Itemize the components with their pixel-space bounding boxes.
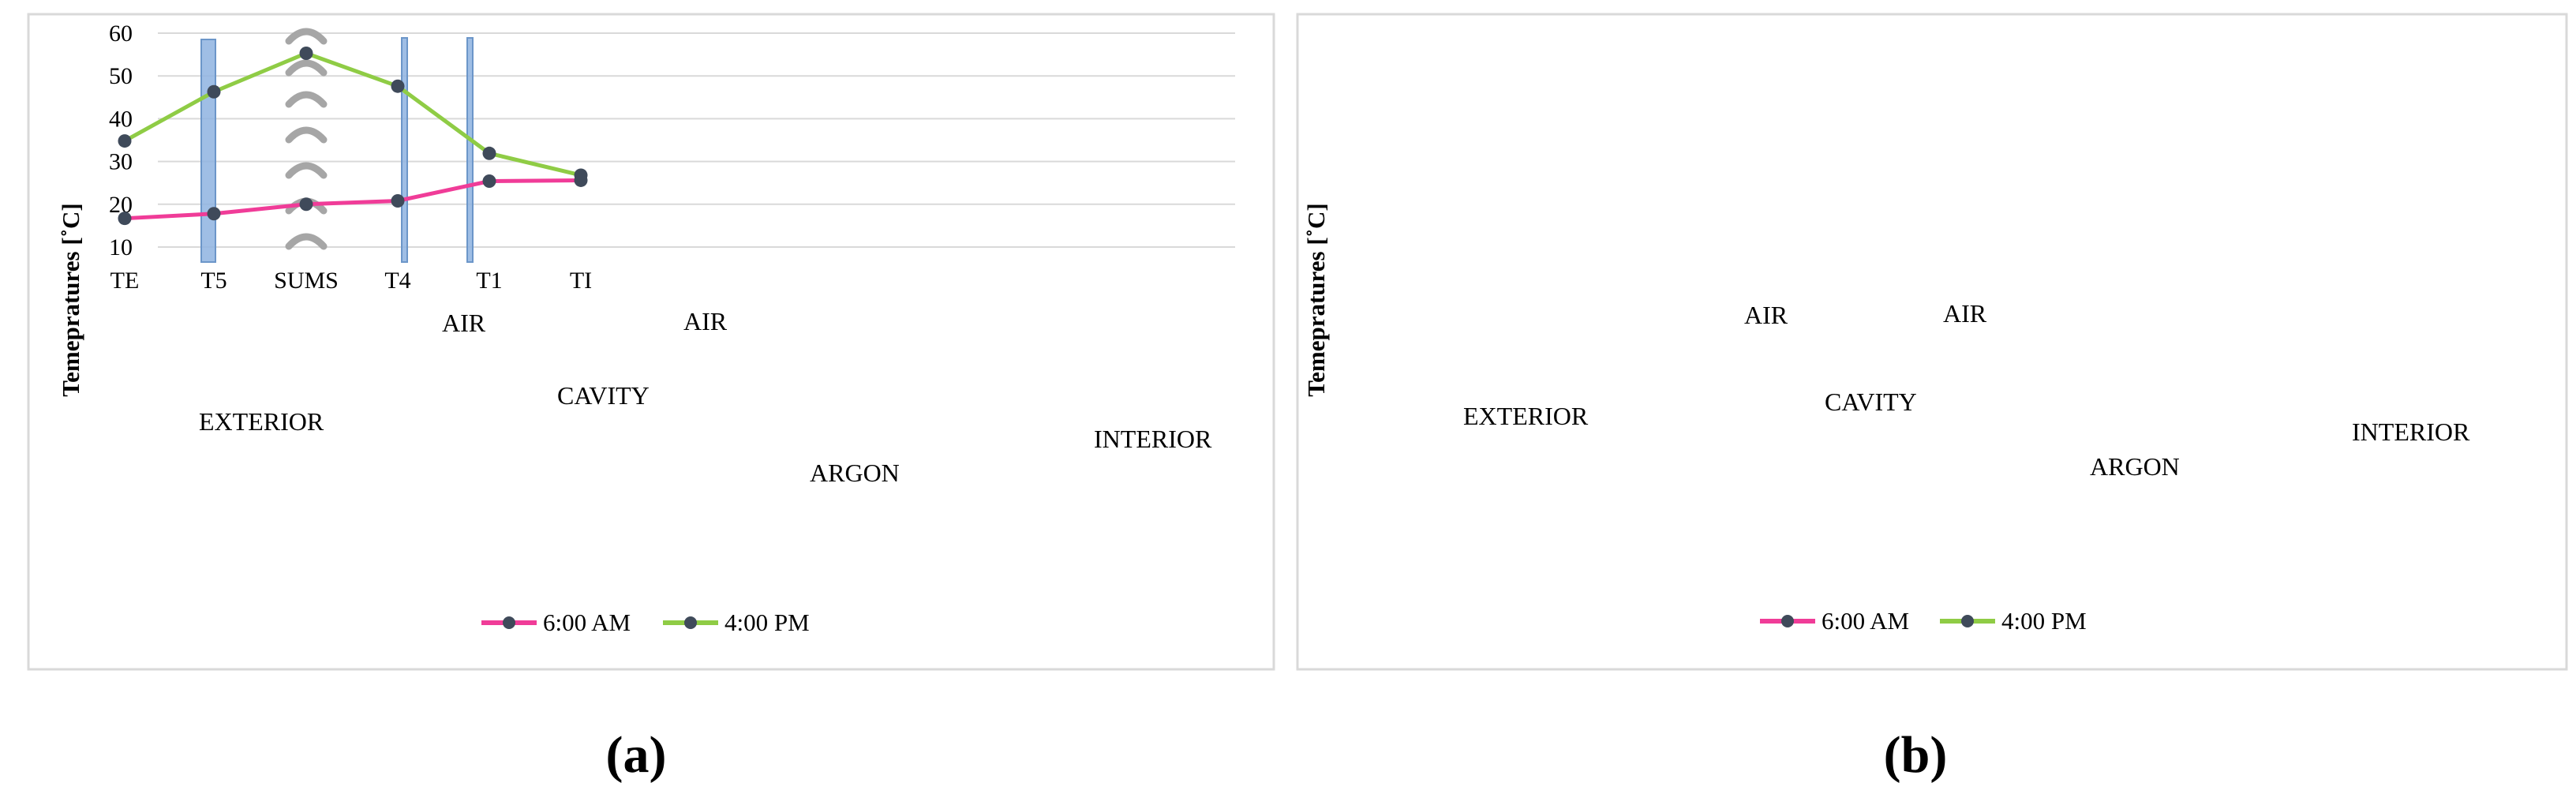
panel-caption-a: (a) — [606, 726, 667, 784]
region-label-air-1: AIR — [1744, 301, 1788, 329]
x-tick-label: SUMS — [274, 268, 339, 294]
region-label-air-2: AIR — [1943, 299, 1987, 328]
y-tick-label: 50 — [109, 63, 133, 89]
glass-pane — [200, 39, 216, 263]
y-axis-label: Temepratures [˚C] — [1302, 203, 1330, 396]
region-label-air-2: AIR — [683, 307, 728, 335]
legend: 6:00 AM 4:00 PM — [481, 609, 810, 636]
region-label-exterior: EXTERIOR — [199, 407, 324, 436]
x-tick-label: T4 — [384, 268, 410, 294]
cavity-arc — [285, 162, 328, 179]
data-point-am — [482, 174, 496, 189]
chart-panel-a: 10 20 30 40 50 60 TE T5 SUMS T4 T1 TI Temepratures… — [27, 13, 1275, 784]
chart-frame — [27, 13, 1275, 671]
y-tick-label: 40 — [109, 106, 133, 132]
region-label-argon: ARGON — [810, 459, 900, 487]
region-label-argon: ARGON — [2090, 452, 2180, 481]
chart-frame — [1296, 13, 2568, 671]
series-layer — [118, 46, 588, 226]
glass-pane — [466, 37, 474, 263]
legend-label-am: 6:00 AM — [543, 609, 631, 636]
data-point-am — [299, 197, 313, 212]
y-tick-label: 30 — [109, 149, 133, 175]
legend-label-pm: 4:00 PM — [2001, 607, 2087, 635]
cavity-arc — [285, 126, 328, 144]
data-point-pm — [391, 79, 405, 93]
series-line-am — [124, 178, 582, 221]
y-tick-label: 10 — [109, 234, 133, 260]
x-tick-label: TI — [570, 268, 592, 294]
data-point-pm — [299, 46, 313, 60]
cavity-arc — [285, 91, 328, 108]
data-point-pm — [207, 84, 221, 99]
glass-pane — [401, 37, 408, 263]
cavity-arc — [285, 59, 328, 77]
x-tick-label: T1 — [476, 268, 502, 294]
x-axis-ticks: TE T5 SUMS T4 T1 TI — [110, 268, 592, 294]
legend-marker-am — [1781, 615, 1794, 627]
region-label-air-1: AIR — [442, 309, 486, 337]
cavity-arc — [285, 233, 328, 250]
x-tick-label: TE — [110, 268, 140, 294]
cavity-arc — [285, 28, 328, 45]
legend-marker-pm — [1961, 615, 1974, 627]
region-label-cavity: CAVITY — [557, 381, 650, 410]
series-line-pm — [123, 51, 582, 178]
legend-label-pm: 4:00 PM — [724, 609, 810, 636]
legend-label-am: 6:00 AM — [1822, 607, 1909, 635]
panel-caption-b: (b) — [1884, 726, 1948, 784]
region-label-interior: INTERIOR — [2352, 418, 2470, 446]
region-label-interior: INTERIOR — [1094, 425, 1212, 453]
data-point-pm — [482, 146, 496, 160]
x-tick-label: T5 — [200, 268, 227, 294]
data-point-am — [118, 212, 132, 226]
cavity-symbol — [285, 28, 328, 250]
y-tick-label: 60 — [109, 21, 133, 47]
region-label-exterior: EXTERIOR — [1463, 402, 1589, 430]
region-label-cavity: CAVITY — [1825, 388, 1917, 416]
legend-marker-am — [503, 616, 515, 629]
data-point-pm — [118, 134, 132, 148]
data-point-pm — [574, 168, 588, 182]
legend: 6:00 AM 4:00 PM — [1760, 607, 2087, 635]
legend-marker-pm — [684, 616, 697, 629]
data-point-am — [391, 193, 405, 208]
data-point-am — [207, 207, 221, 221]
y-axis-label: Temepratures [˚C] — [57, 203, 84, 396]
